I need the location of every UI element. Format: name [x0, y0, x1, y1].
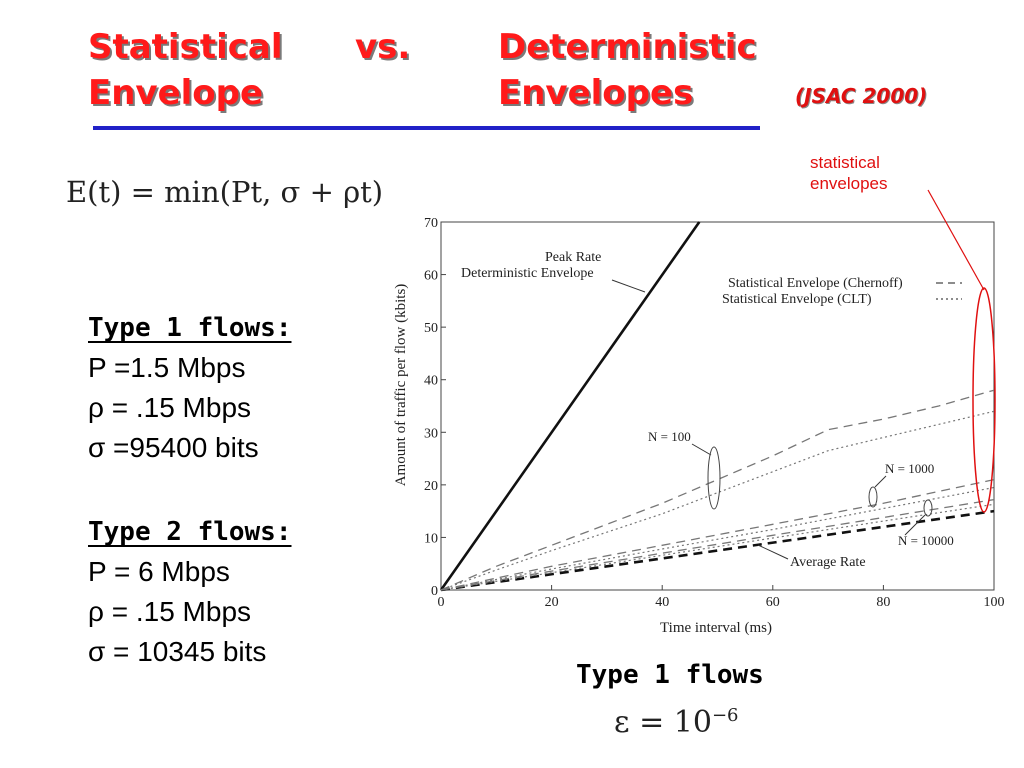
peak-rate-label: Peak Rate — [545, 250, 601, 265]
n1000-leader — [874, 475, 887, 488]
type2-sigma: σ = 10345 bits — [88, 636, 267, 667]
series-line-ch100 — [440, 389, 995, 591]
legend-chernoff-label: Statistical Envelope (Chernoff) — [728, 276, 903, 291]
envelope-formula: E(t) = min(Pt, σ + ρt) — [66, 175, 384, 209]
type2-params: Type 2 flows: P = 6 Mbps ρ = .15 Mbps σ … — [88, 512, 292, 672]
type1-rho: ρ = .15 Mbps — [88, 392, 252, 423]
series-line-clt100 — [440, 410, 995, 591]
n1000-ellipse — [868, 486, 878, 508]
x-ticks: 0 20 40 60 80 100 — [438, 585, 1005, 610]
y-tick-label: 50 — [424, 321, 438, 336]
type2-rho: ρ = .15 Mbps — [88, 596, 252, 627]
x-tick-label: 60 — [766, 595, 780, 610]
average-rate-arrow — [757, 544, 789, 560]
y-tick-label: 60 — [424, 269, 438, 284]
plot-frame — [440, 221, 995, 591]
n100-leader — [691, 443, 712, 456]
series-line-clt10000 — [440, 503, 995, 591]
epsilon-base: ε = 10 — [614, 705, 712, 740]
epsilon-value: ε = 10−6 — [614, 705, 738, 740]
type1-heading: Type 1 flows: — [88, 313, 292, 343]
series-line-ch1000 — [440, 478, 995, 591]
n1000-label: N = 1000 — [885, 461, 934, 476]
y-tick-label: 20 — [424, 479, 438, 494]
legend-clt-label: Statistical Envelope (CLT) — [722, 292, 872, 307]
deterministic-arrow — [611, 279, 646, 293]
y-axis-label: Amount of traffic per flow (kbits) — [393, 284, 409, 487]
series-line-peak — [439, 221, 701, 591]
statistical-envelopes-highlight — [972, 287, 996, 513]
n100-label: N = 100 — [648, 429, 691, 444]
title-word-deterministic: Deterministic — [498, 27, 757, 67]
chart-caption: Type 1 flows — [576, 660, 764, 690]
type1-p: P =1.5 Mbps — [88, 352, 246, 383]
x-tick-label: 100 — [984, 595, 1005, 610]
y-ticks: 0 10 20 30 40 50 60 70 — [424, 216, 446, 599]
chart-series — [439, 221, 995, 592]
y-tick-label: 40 — [424, 374, 438, 389]
type2-heading: Type 2 flows: — [88, 517, 292, 547]
x-tick-label: 20 — [545, 595, 559, 610]
deterministic-envelope-label: Deterministic Envelope — [461, 266, 594, 281]
y-tick-label: 10 — [424, 531, 438, 546]
x-tick-label: 0 — [438, 595, 445, 610]
statistical-envelopes-pointer — [927, 189, 985, 291]
subtitle: (JSAC 2000) — [795, 84, 928, 108]
series-line-ch10000 — [440, 498, 995, 591]
title-word-envelope: Envelope — [88, 73, 264, 113]
title-word-vs: vs. — [355, 27, 411, 67]
series-line-clt1000 — [440, 486, 995, 591]
n10000-label: N = 10000 — [898, 533, 954, 548]
y-tick-label: 70 — [424, 216, 438, 231]
type1-params: Type 1 flows: P =1.5 Mbps ρ = .15 Mbps σ… — [88, 308, 292, 468]
title-word-statistical: Statistical — [88, 27, 283, 67]
average-rate-label: Average Rate — [790, 555, 866, 570]
n10000-leader — [904, 514, 926, 536]
y-tick-label: 0 — [431, 584, 438, 599]
epsilon-exponent: −6 — [711, 705, 739, 726]
type1-sigma: σ =95400 bits — [88, 432, 259, 463]
x-tick-label: 80 — [876, 595, 890, 610]
x-axis-label: Time interval (ms) — [660, 620, 772, 636]
statistical-envelopes-note: statistical envelopes — [810, 153, 888, 194]
series-line-avg — [440, 509, 995, 592]
n10000-ellipse — [923, 499, 933, 517]
y-tick-label: 30 — [424, 426, 438, 441]
title-word-envelopes: Envelopes — [498, 73, 694, 113]
type2-p: P = 6 Mbps — [88, 556, 230, 587]
title-underline — [93, 126, 760, 130]
x-tick-label: 40 — [655, 595, 669, 610]
n100-ellipse — [707, 446, 721, 510]
